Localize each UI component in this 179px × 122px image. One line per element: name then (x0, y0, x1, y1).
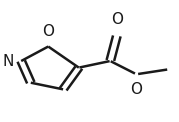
Text: O: O (130, 82, 142, 97)
Text: N: N (3, 54, 14, 68)
Text: O: O (42, 24, 54, 39)
Text: O: O (111, 12, 123, 27)
